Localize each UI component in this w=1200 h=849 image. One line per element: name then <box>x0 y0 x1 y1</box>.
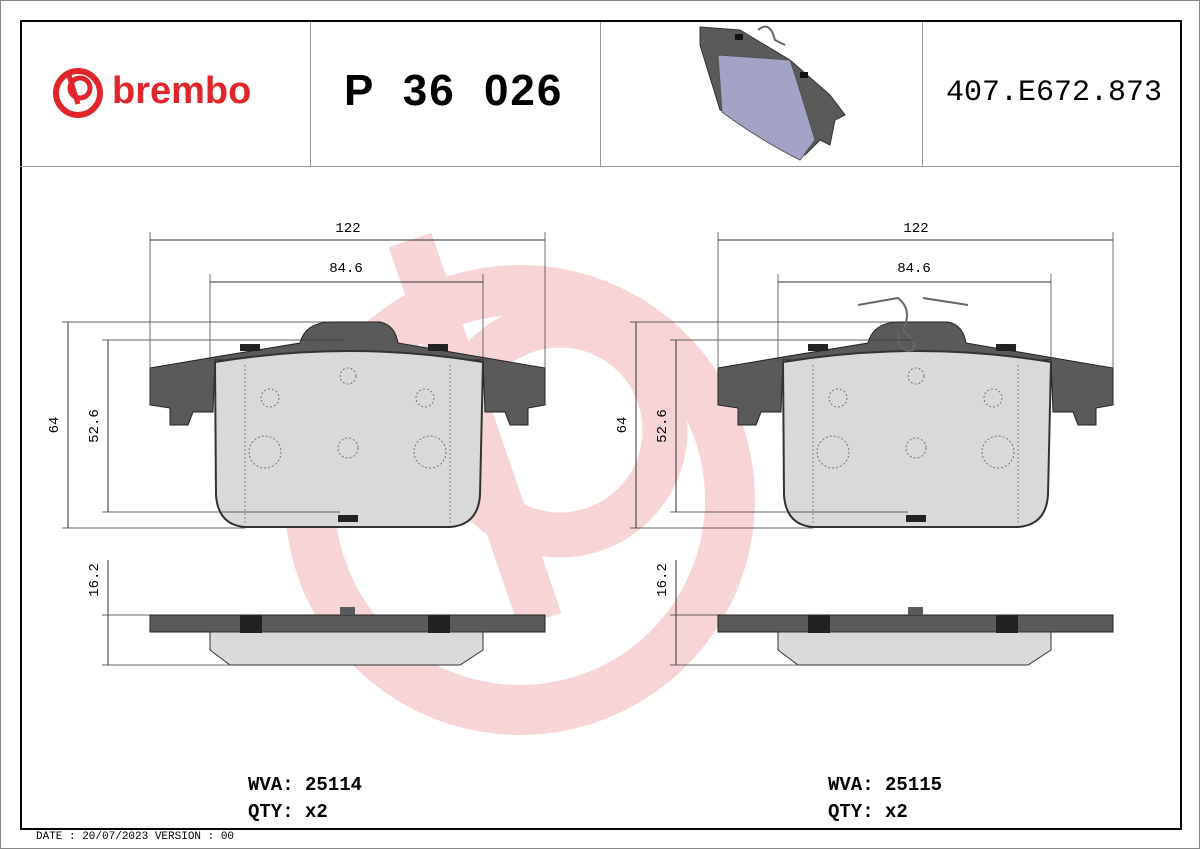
side-clip <box>808 615 830 633</box>
wva-label: WVA: <box>828 774 874 796</box>
dimension-label: 52.6 <box>655 409 671 443</box>
brand-name: brembo <box>112 70 252 112</box>
hole-outline <box>339 367 357 385</box>
drawing-frame <box>20 20 1182 830</box>
dimension-label: 52.6 <box>87 409 103 443</box>
reference-number: 407.E672.873 <box>946 76 1163 110</box>
brake-pad-thumbnail <box>699 25 846 161</box>
hole-outline <box>981 435 1015 469</box>
clip <box>428 344 448 351</box>
qty-label: QTY: <box>828 801 874 823</box>
date-version: DATE : 20/07/2023 VERSION : 00 <box>36 831 235 843</box>
logo-cell <box>20 22 311 166</box>
hole-outline <box>828 388 848 408</box>
drawing-1: 122 84.6 64 52.6 16.2 <box>47 221 546 666</box>
wva-number: 25114 <box>305 774 363 796</box>
side-backplate <box>149 614 546 633</box>
side-clip <box>996 615 1018 633</box>
side-friction <box>209 631 484 666</box>
friction-pad <box>781 350 1053 528</box>
hole-outline <box>260 388 280 408</box>
dimension-label: 84.6 <box>897 261 931 277</box>
dimension-label: 64 <box>615 417 631 434</box>
part-number: P 36 026 <box>344 66 564 115</box>
part-number-cell <box>310 22 601 166</box>
brembo-logo-icon <box>53 68 103 118</box>
hole-outline <box>905 437 927 459</box>
info-left: WVA: 25114 QTY: x2 <box>248 772 362 826</box>
clip <box>240 344 260 351</box>
hole-outline <box>983 388 1003 408</box>
side-friction <box>777 631 1052 666</box>
hole-outline <box>415 388 435 408</box>
qty-value: x2 <box>885 801 908 823</box>
friction-pad <box>213 350 485 528</box>
clip <box>906 515 926 522</box>
hole-outline <box>413 435 447 469</box>
dimension-label: 16.2 <box>87 563 103 597</box>
clip <box>808 344 828 351</box>
side-clip <box>240 615 262 633</box>
pad-hidden-lines <box>812 365 1019 525</box>
hole-outline <box>337 437 359 459</box>
qty-label: QTY: <box>248 801 294 823</box>
clip <box>338 515 358 522</box>
side-clip <box>908 607 923 615</box>
hole-outline <box>816 435 850 469</box>
side-clip <box>428 615 450 633</box>
side-clip <box>340 607 355 615</box>
pad-hidden-lines <box>244 365 451 525</box>
dimension-label: 64 <box>47 417 63 434</box>
thumbnail-cell <box>600 22 923 166</box>
side-backplate <box>717 614 1114 633</box>
hole-outline <box>907 367 925 385</box>
dimension-label: 122 <box>903 221 928 237</box>
clip <box>996 344 1016 351</box>
dimension-label: 16.2 <box>655 563 671 597</box>
qty-value: x2 <box>305 801 328 823</box>
info-right: WVA: 25115 QTY: x2 <box>828 772 942 826</box>
hole-outline <box>248 435 282 469</box>
wva-label: WVA: <box>248 774 294 796</box>
wva-number: 25115 <box>885 774 943 796</box>
spring-clip <box>857 296 969 352</box>
title-block <box>20 20 1180 167</box>
dimension-label: 122 <box>335 221 360 237</box>
drawing-2: 122 84.6 64 52.6 16.2 <box>615 221 1114 666</box>
dimension-label: 84.6 <box>329 261 363 277</box>
